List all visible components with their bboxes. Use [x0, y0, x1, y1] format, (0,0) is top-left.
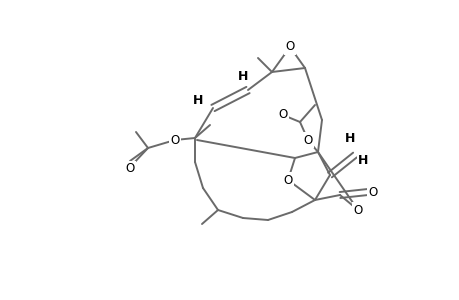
Text: H: H	[192, 94, 203, 106]
Text: O: O	[170, 134, 179, 146]
Text: H: H	[357, 154, 367, 166]
Text: O: O	[283, 173, 292, 187]
Text: O: O	[285, 40, 294, 53]
Text: H: H	[237, 70, 248, 83]
Text: O: O	[303, 134, 312, 146]
Text: O: O	[125, 163, 134, 176]
Text: O: O	[278, 109, 287, 122]
Text: O: O	[353, 203, 362, 217]
Text: O: O	[368, 185, 377, 199]
Text: H: H	[344, 131, 354, 145]
